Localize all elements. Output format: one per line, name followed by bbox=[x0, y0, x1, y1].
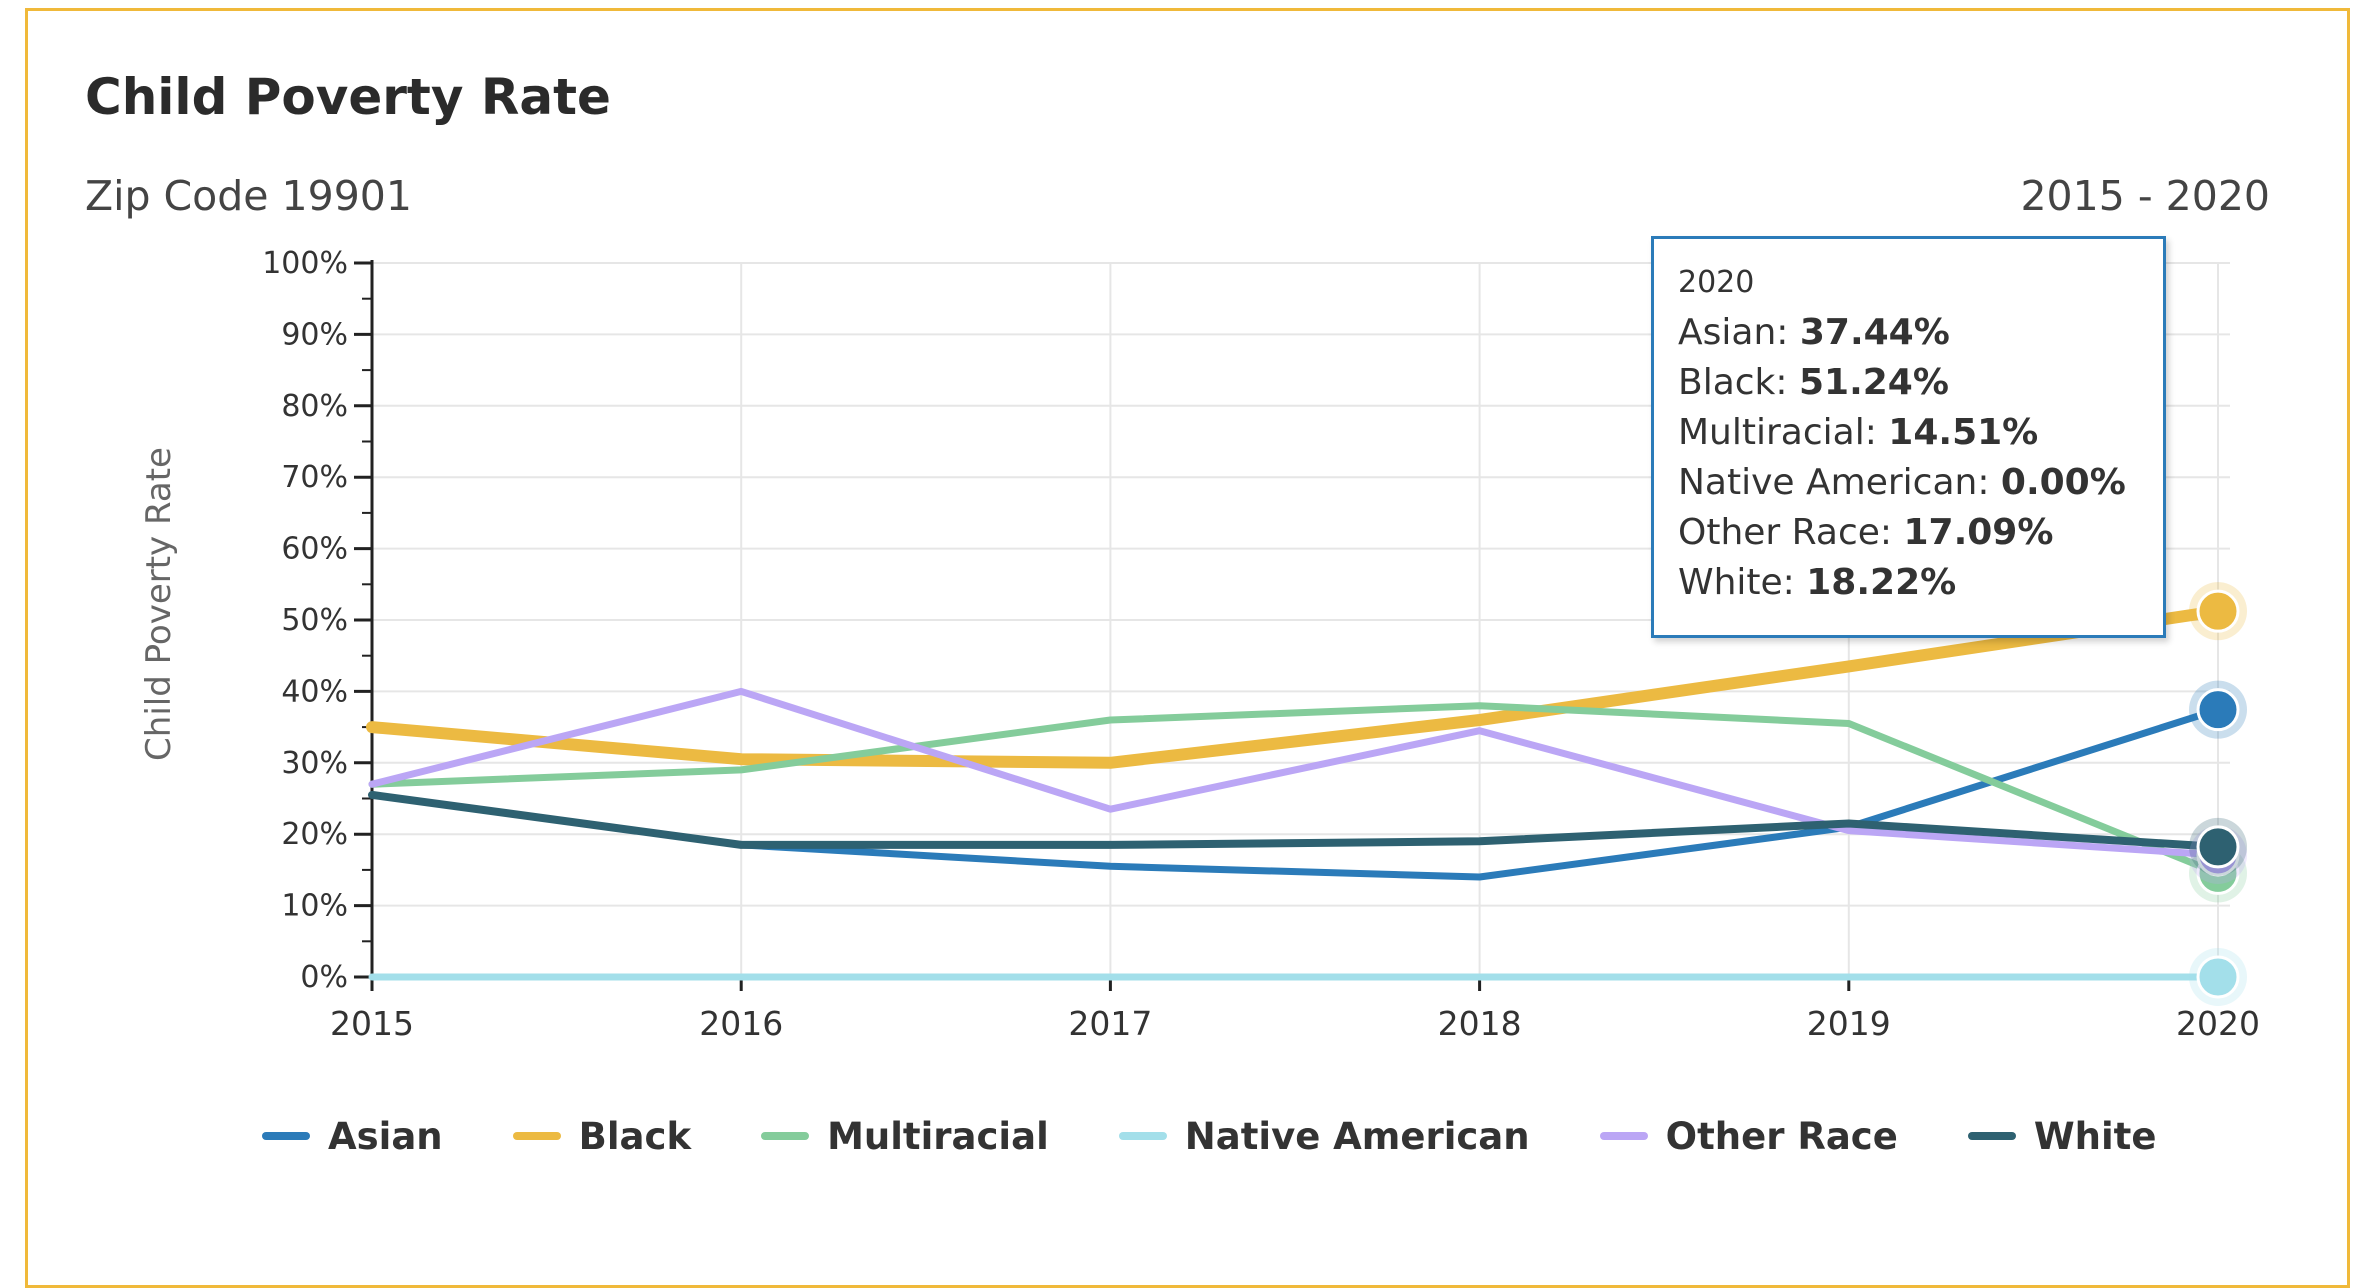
x-tick-label: 2017 bbox=[1068, 1004, 1152, 1043]
series-line-asian bbox=[368, 706, 2222, 881]
legend-item-black[interactable]: Black bbox=[512, 1115, 691, 1158]
data-point-white bbox=[2196, 825, 2240, 869]
x-tick-label: 2019 bbox=[1807, 1004, 1891, 1043]
y-tick-label: 100% bbox=[262, 246, 348, 281]
series-line-other-race bbox=[368, 687, 2222, 859]
data-point-native-american bbox=[2196, 955, 2240, 999]
series-line-black bbox=[366, 605, 2224, 769]
y-tick-label: 30% bbox=[281, 746, 348, 781]
x-tick-label: 2016 bbox=[699, 1004, 783, 1043]
y-tick-label: 70% bbox=[281, 460, 348, 495]
legend-swatch bbox=[1599, 1132, 1648, 1140]
data-point-black bbox=[2196, 589, 2240, 633]
tooltip-row-native-american: Native American: 0.00% bbox=[1678, 462, 2126, 503]
legend-swatch bbox=[1118, 1132, 1167, 1140]
tooltip-header: 2020 bbox=[1678, 265, 1755, 300]
series-lines bbox=[366, 605, 2224, 981]
date-range: 2015 - 2020 bbox=[2020, 172, 2270, 220]
x-axis: 2015 2016 2017 2018 2019 2020 bbox=[330, 975, 2260, 1043]
tooltip-row-white: White: 18.22% bbox=[1678, 562, 1957, 603]
y-axis: 0% 10% 20% 30% 40% 50% 60% 70% 80% 90% 100% bbox=[262, 246, 374, 995]
legend-swatch bbox=[1967, 1132, 2016, 1140]
y-tick-label: 20% bbox=[281, 817, 348, 852]
tooltip-row-asian: Asian: 37.44% bbox=[1678, 312, 1950, 353]
hover-markers bbox=[2189, 582, 2247, 1006]
x-tick-label: 2020 bbox=[2176, 1004, 2260, 1043]
legend-swatch bbox=[512, 1132, 561, 1140]
chart-subtitle: Zip Code 19901 bbox=[85, 172, 412, 220]
legend-item-native-american[interactable]: Native American bbox=[1118, 1115, 1530, 1158]
x-tick-label: 2015 bbox=[330, 1004, 414, 1043]
series-line-white bbox=[368, 790, 2222, 851]
tooltip-row-black: Black: 51.24% bbox=[1678, 362, 1949, 403]
y-axis-label: Child Poverty Rate bbox=[139, 447, 179, 761]
chart-title: Child Poverty Rate bbox=[85, 68, 611, 126]
data-point-asian bbox=[2196, 688, 2240, 732]
legend-item-other-race[interactable]: Other Race bbox=[1599, 1115, 1898, 1158]
legend-item-white[interactable]: White bbox=[1967, 1115, 2156, 1158]
legend-item-asian[interactable]: Asian bbox=[262, 1115, 443, 1158]
legend-item-multiracial[interactable]: Multiracial bbox=[761, 1115, 1049, 1158]
y-tick-label: 60% bbox=[281, 532, 348, 567]
tooltip: 2020 Asian: 37.44% Black: 51.24% Multira… bbox=[1651, 236, 2166, 638]
tooltip-row-multiracial: Multiracial: 14.51% bbox=[1678, 412, 2039, 453]
legend-swatch bbox=[761, 1132, 810, 1140]
y-tick-label: 10% bbox=[281, 889, 348, 924]
series-line-multiracial bbox=[368, 702, 2222, 877]
y-tick-label: 0% bbox=[300, 960, 348, 995]
tooltip-row-other-race: Other Race: 17.09% bbox=[1678, 512, 2054, 553]
x-tick-label: 2018 bbox=[1438, 1004, 1522, 1043]
y-tick-label: 40% bbox=[281, 674, 348, 709]
legend: Asian Black Multiracial Native American … bbox=[262, 1108, 2226, 1164]
y-tick-label: 80% bbox=[281, 389, 348, 424]
y-tick-label: 50% bbox=[281, 603, 348, 638]
y-tick-label: 90% bbox=[281, 317, 348, 352]
legend-swatch bbox=[262, 1132, 310, 1140]
